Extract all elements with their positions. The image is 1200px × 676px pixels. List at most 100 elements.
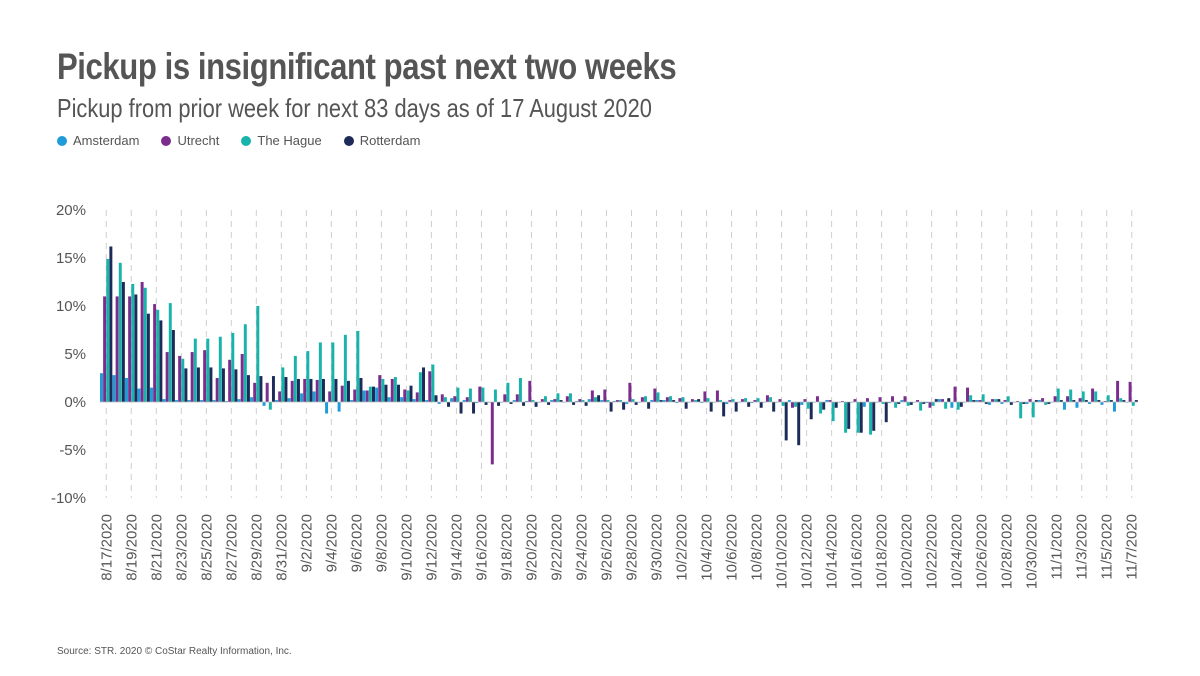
bar-utrecht — [703, 391, 707, 402]
bar-amsterdam — [1062, 402, 1066, 410]
bar-rotterdam — [584, 402, 588, 406]
bar-rotterdam — [234, 369, 238, 402]
bar-the-hague — [856, 402, 860, 433]
bar-rotterdam — [747, 402, 751, 407]
y-tick-label: 15% — [56, 250, 86, 267]
bar-the-hague — [1044, 402, 1048, 405]
bar-rotterdam — [872, 402, 876, 431]
y-tick-label: -10% — [51, 490, 86, 507]
bar-utrecht — [478, 386, 482, 402]
bar-rotterdam — [196, 367, 200, 402]
bar-rotterdam — [659, 400, 663, 402]
bar-utrecht — [353, 389, 357, 402]
bar-the-hague — [1119, 398, 1123, 402]
x-tick-label: 11/1/2020 — [1049, 514, 1066, 580]
bar-the-hague — [131, 283, 135, 402]
x-tick-label: 9/22/2020 — [548, 514, 565, 581]
bar-rotterdam — [459, 402, 463, 414]
bar-the-hague — [719, 400, 723, 402]
bar-utrecht — [453, 396, 457, 402]
bar-utrecht — [790, 402, 794, 408]
bar-rotterdam — [784, 402, 788, 441]
y-tick-label: 20% — [56, 202, 86, 219]
bar-rotterdam — [1084, 400, 1088, 402]
bar-rotterdam — [484, 402, 488, 405]
x-tick-label: 10/8/2020 — [749, 514, 766, 581]
bar-the-hague — [581, 400, 585, 402]
bar-the-hague — [944, 402, 948, 409]
bar-the-hague — [331, 342, 335, 402]
bar-the-hague — [606, 400, 610, 402]
bar-rotterdam — [171, 330, 175, 402]
bar-amsterdam — [550, 400, 554, 402]
bar-rotterdam — [209, 367, 213, 402]
bar-amsterdam — [437, 402, 441, 404]
bar-rotterdam — [372, 386, 375, 402]
bar-rotterdam — [159, 320, 163, 402]
bar-the-hague — [994, 399, 998, 402]
bar-the-hague — [819, 402, 823, 414]
bar-rotterdam — [822, 402, 826, 410]
bar-utrecht — [690, 399, 694, 402]
bar-the-hague — [356, 330, 360, 402]
bar-utrecht — [465, 397, 469, 402]
x-tick-label: 10/4/2020 — [699, 514, 716, 581]
bar-the-hague — [844, 402, 848, 433]
bar-rotterdam — [722, 402, 726, 417]
bar-amsterdam — [925, 402, 929, 403]
x-tick-label: 9/24/2020 — [573, 514, 590, 581]
bar-utrecht — [728, 400, 732, 402]
bar-the-hague — [506, 382, 510, 402]
bar-utrecht — [640, 397, 644, 402]
bar-rotterdam — [296, 378, 300, 402]
bar-rotterdam — [109, 246, 113, 402]
bar-utrecht — [653, 388, 657, 402]
bar-amsterdam — [1112, 402, 1116, 412]
bar-amsterdam — [787, 400, 791, 402]
bar-rotterdam — [797, 402, 801, 446]
bar-rotterdam — [184, 368, 188, 402]
bar-the-hague — [919, 402, 923, 411]
bar-amsterdam — [225, 401, 229, 402]
bar-rotterdam — [534, 402, 538, 407]
bar-amsterdam — [300, 393, 304, 402]
bar-the-hague — [1056, 388, 1060, 402]
bar-the-hague — [218, 336, 222, 402]
bar-utrecht — [215, 378, 219, 402]
bar-rotterdam — [472, 402, 476, 414]
bar-rotterdam — [859, 402, 863, 433]
bar-amsterdam — [825, 400, 829, 402]
bar-rotterdam — [221, 368, 225, 402]
bar-amsterdam — [112, 375, 116, 402]
bar-amsterdam — [275, 400, 279, 402]
y-tick-label: -5% — [59, 442, 86, 459]
bar-utrecht — [115, 296, 119, 402]
bar-utrecht — [365, 390, 369, 402]
bar-utrecht — [1091, 388, 1095, 402]
bar-rotterdam — [972, 400, 976, 402]
bar-rotterdam — [597, 395, 601, 402]
bar-the-hague — [794, 402, 798, 407]
x-tick-label: 9/10/2020 — [398, 514, 415, 581]
bar-rotterdam — [884, 402, 888, 423]
bar-the-hague — [118, 262, 122, 402]
bar-amsterdam — [137, 388, 141, 402]
bar-rotterdam — [947, 398, 951, 402]
bar-utrecht — [628, 382, 632, 402]
x-tick-label: 10/20/2020 — [899, 514, 916, 589]
bar-utrecht — [941, 399, 944, 402]
bar-the-hague — [694, 400, 698, 402]
bar-the-hague — [343, 334, 347, 402]
bar-the-hague — [644, 396, 647, 402]
bar-amsterdam — [525, 401, 529, 402]
bar-the-hague — [956, 402, 960, 410]
bar-utrecht — [1128, 381, 1132, 402]
bar-amsterdam — [262, 402, 266, 406]
bar-rotterdam — [309, 378, 313, 402]
x-tick-label: 9/12/2020 — [423, 514, 440, 581]
x-tick-label: 8/25/2020 — [198, 514, 215, 581]
bar-utrecht — [390, 378, 394, 402]
x-tick-label: 10/18/2020 — [874, 514, 891, 589]
bar-rotterdam — [121, 282, 125, 402]
bar-amsterdam — [750, 402, 754, 403]
